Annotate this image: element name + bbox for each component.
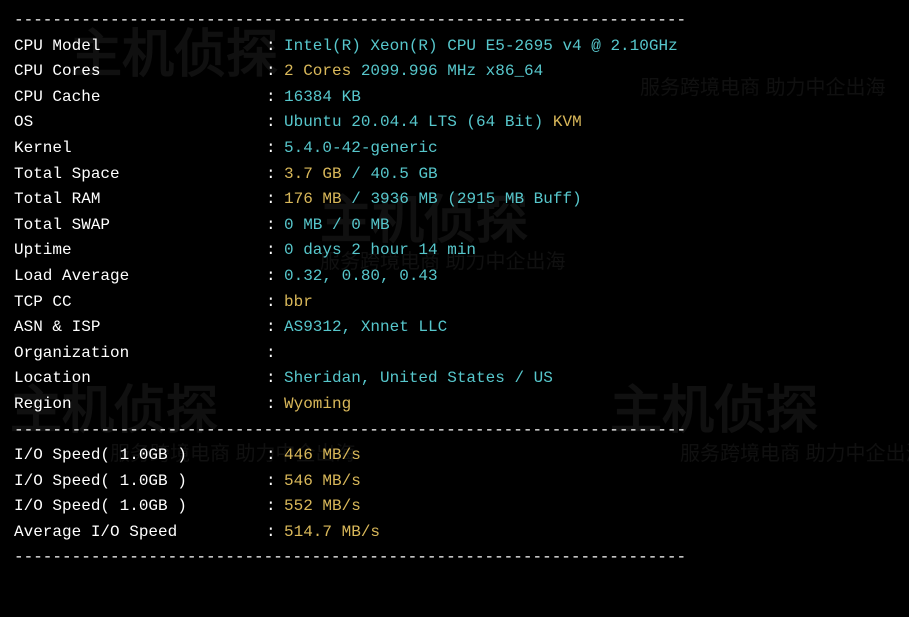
value-io-speed: 552 MB/s (284, 494, 361, 520)
row-cpu-model: CPU Model: Intel(R) Xeon(R) CPU E5-2695 … (14, 34, 895, 60)
divider: ----------------------------------------… (14, 8, 895, 34)
value-ram-slash: / (351, 187, 361, 213)
row-uptime: Uptime: 0 days 2 hour 14 min (14, 238, 895, 264)
label-total-swap: Total SWAP (14, 213, 266, 239)
label-organization: Organization (14, 341, 266, 367)
value-ram-buff: (2915 MB Buff) (447, 187, 581, 213)
value-io-speed: 546 MB/s (284, 469, 361, 495)
divider: ----------------------------------------… (14, 418, 895, 444)
value-swap-slash: / (332, 213, 342, 239)
row-location: Location: Sheridan, United States / US (14, 366, 895, 392)
label-asn-isp: ASN & ISP (14, 315, 266, 341)
value-io-avg: 514.7 MB/s (284, 520, 380, 546)
label-io-speed: I/O Speed( 1.0GB ) (14, 443, 266, 469)
value-tcp-cc: bbr (284, 290, 313, 316)
row-io-speed-1: I/O Speed( 1.0GB ): 446 MB/s (14, 443, 895, 469)
terminal-output: ----------------------------------------… (0, 0, 909, 579)
row-io-speed-3: I/O Speed( 1.0GB ): 552 MB/s (14, 494, 895, 520)
row-total-space: Total Space: 3.7 GB / 40.5 GB (14, 162, 895, 188)
label-tcp-cc: TCP CC (14, 290, 266, 316)
label-io-avg: Average I/O Speed (14, 520, 266, 546)
row-io-avg: Average I/O Speed: 514.7 MB/s (14, 520, 895, 546)
divider: ----------------------------------------… (14, 545, 895, 571)
label-cpu-cache: CPU Cache (14, 85, 266, 111)
row-tcp-cc: TCP CC: bbr (14, 290, 895, 316)
row-asn-isp: ASN & ISP: AS9312, Xnnet LLC (14, 315, 895, 341)
label-total-ram: Total RAM (14, 187, 266, 213)
label-uptime: Uptime (14, 238, 266, 264)
value-cpu-cache: 16384 KB (284, 85, 361, 111)
value-space-slash: / (351, 162, 361, 188)
row-organization: Organization: (14, 341, 895, 367)
value-space-used: 3.7 GB (284, 162, 342, 188)
row-cpu-cores: CPU Cores: 2 Cores 2099.996 MHz x86_64 (14, 59, 895, 85)
value-io-speed: 446 MB/s (284, 443, 361, 469)
value-swap-used: 0 MB (284, 213, 322, 239)
value-uptime: 0 days 2 hour 14 min (284, 238, 476, 264)
label-load-avg: Load Average (14, 264, 266, 290)
label-total-space: Total Space (14, 162, 266, 188)
label-io-speed: I/O Speed( 1.0GB ) (14, 469, 266, 495)
value-cpu-cores-freq: 2099.996 MHz x86_64 (361, 59, 543, 85)
value-asn-isp: AS9312, Xnnet LLC (284, 315, 447, 341)
row-kernel: Kernel: 5.4.0-42-generic (14, 136, 895, 162)
value-cpu-cores-count: 2 Cores (284, 59, 351, 85)
value-load-avg: 0.32, 0.80, 0.43 (284, 264, 438, 290)
row-os: OS: Ubuntu 20.04.4 LTS (64 Bit) KVM (14, 110, 895, 136)
row-load-avg: Load Average: 0.32, 0.80, 0.43 (14, 264, 895, 290)
value-ram-total: 3936 MB (370, 187, 437, 213)
value-os: Ubuntu 20.04.4 LTS (64 Bit) (284, 110, 543, 136)
value-cpu-model: Intel(R) Xeon(R) CPU E5-2695 v4 @ 2.10GH… (284, 34, 678, 60)
value-ram-used: 176 MB (284, 187, 342, 213)
label-io-speed: I/O Speed( 1.0GB ) (14, 494, 266, 520)
label-os: OS (14, 110, 266, 136)
value-location: Sheridan, United States / US (284, 366, 553, 392)
value-swap-total: 0 MB (351, 213, 389, 239)
label-cpu-model: CPU Model (14, 34, 266, 60)
row-total-swap: Total SWAP: 0 MB / 0 MB (14, 213, 895, 239)
row-cpu-cache: CPU Cache: 16384 KB (14, 85, 895, 111)
value-region: Wyoming (284, 392, 351, 418)
value-space-total: 40.5 GB (370, 162, 437, 188)
value-kernel: 5.4.0-42-generic (284, 136, 438, 162)
label-location: Location (14, 366, 266, 392)
label-kernel: Kernel (14, 136, 266, 162)
row-region: Region: Wyoming (14, 392, 895, 418)
value-os-virt: KVM (553, 110, 582, 136)
label-region: Region (14, 392, 266, 418)
label-cpu-cores: CPU Cores (14, 59, 266, 85)
row-total-ram: Total RAM: 176 MB / 3936 MB (2915 MB Buf… (14, 187, 895, 213)
row-io-speed-2: I/O Speed( 1.0GB ): 546 MB/s (14, 469, 895, 495)
